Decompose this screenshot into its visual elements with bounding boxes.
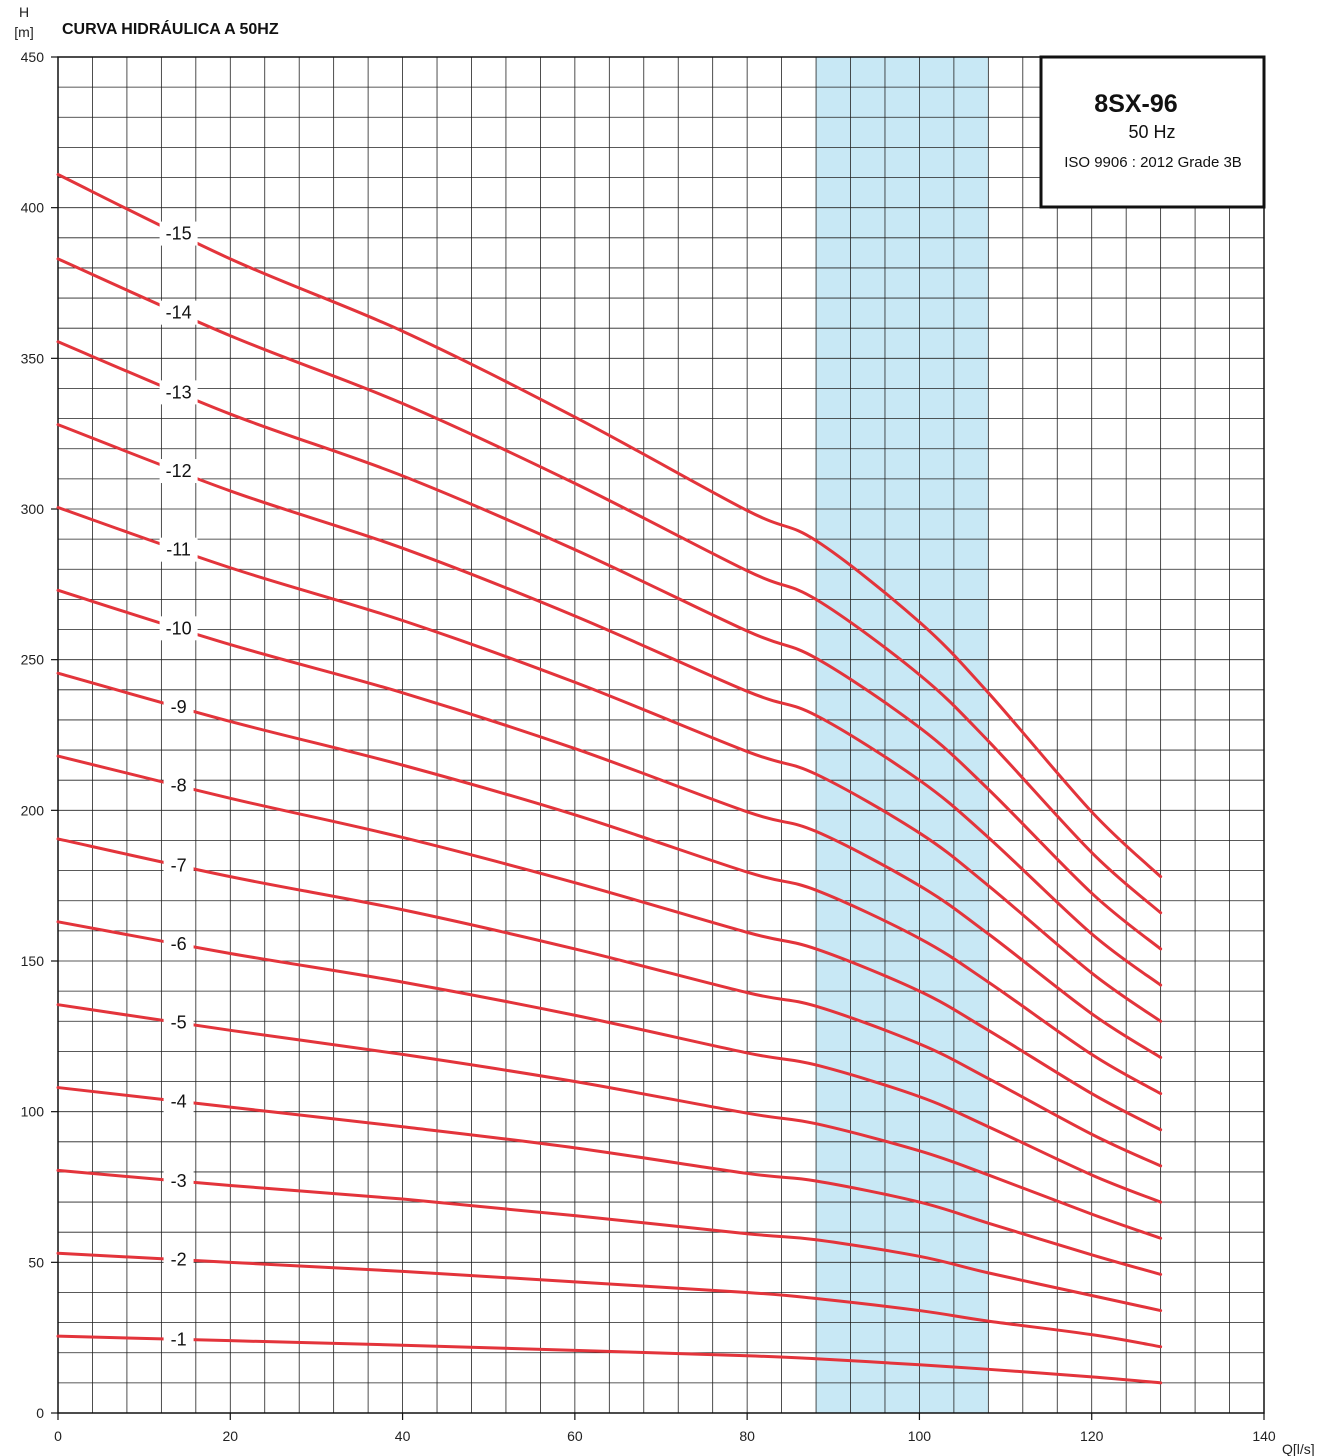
series-line [56, 1251, 1163, 1349]
series-line [56, 754, 1163, 1132]
curve-label-background [163, 1247, 194, 1272]
x-tick-label: 80 [739, 1428, 755, 1444]
series-line [56, 1334, 1163, 1385]
curve-label-background [163, 1010, 194, 1035]
x-tick-label: 120 [1080, 1428, 1104, 1444]
x-tick-label: 20 [222, 1428, 238, 1444]
plot-frame [57, 56, 1265, 1414]
curve-label: -11 [166, 540, 191, 560]
curve-label-background [163, 1168, 194, 1193]
curve-label: -7 [171, 855, 187, 875]
curve-label-background [159, 221, 198, 246]
series-line [56, 588, 1163, 1059]
y-tick-label: 250 [21, 652, 45, 668]
highlight-band [816, 57, 989, 1413]
series-line [56, 920, 1163, 1204]
series-line [56, 423, 1163, 987]
series-line [56, 1168, 1163, 1313]
y-tick-label: 100 [21, 1104, 45, 1120]
curve-label-background [159, 616, 198, 641]
curve-label: -5 [171, 1013, 187, 1033]
chart-title: CURVA HIDRÁULICA A 50HZ [62, 19, 279, 38]
y-tick-label: 400 [21, 200, 45, 216]
axis-ticks: 0 20 40 60 80 100 120 140 0 50 100 150 200 250 300 350 4… [21, 49, 1276, 1444]
series-line [56, 837, 1163, 1168]
series-line [56, 1003, 1163, 1240]
series-lines [56, 173, 1163, 1385]
curve-label-background [163, 773, 194, 798]
x-tick-label: 60 [567, 1428, 583, 1444]
curve-label-background [163, 694, 194, 719]
model-title: 8SX-96 [1094, 90, 1177, 118]
model-frequency: 50 Hz [1128, 122, 1175, 142]
x-tick-label: 0 [54, 1428, 62, 1444]
curve-label: -1 [171, 1329, 187, 1349]
y-unit-top: H [19, 4, 29, 20]
series-line [56, 340, 1163, 951]
x-tick-label: 40 [395, 1428, 411, 1444]
curve-label: -15 [166, 224, 192, 244]
info-box: 8SX-96 50 Hz ISO 9906 : 2012 Grade 3B [1039, 55, 1266, 209]
y-tick-label: 50 [28, 1254, 44, 1270]
curve-label: -6 [171, 934, 187, 954]
y-unit-bottom: [m] [14, 24, 33, 40]
x-tick-label: 140 [1252, 1428, 1276, 1444]
curve-label: -2 [171, 1250, 187, 1270]
y-tick-label: 300 [21, 501, 45, 517]
curve-label: -9 [171, 697, 187, 717]
curve-label-background [159, 459, 198, 484]
curve-label-background [163, 1327, 194, 1352]
curve-label: -10 [166, 618, 192, 638]
curve-labels: -1 -2 -3 -4 -5 -6 -7 -8 -9 -10 -11 -12 -13 -14 -15 [159, 221, 198, 1352]
curve-label: -14 [166, 303, 192, 323]
x-unit: Q[l/s] [1282, 1441, 1315, 1456]
curve-label-background [163, 853, 194, 878]
curve-label: -8 [171, 776, 187, 796]
curve-label: -13 [166, 382, 192, 402]
series-line [56, 173, 1163, 879]
curve-label-background [163, 931, 194, 956]
curve-label-background [159, 380, 198, 405]
x-tick-label: 100 [908, 1428, 932, 1444]
model-standard: ISO 9906 : 2012 Grade 3B [1064, 154, 1242, 171]
curve-label: -4 [171, 1091, 187, 1111]
curve-label-background [159, 300, 198, 325]
y-tick-label: 200 [21, 802, 45, 818]
series-line [56, 1086, 1163, 1276]
curve-label: -3 [171, 1171, 187, 1191]
grid [58, 57, 1264, 1413]
info-box-frame [1039, 55, 1266, 209]
y-tick-label: 450 [21, 49, 45, 65]
series-line [56, 505, 1163, 1023]
curve-label-background [163, 1089, 194, 1114]
y-tick-label: 0 [36, 1405, 44, 1421]
y-tick-label: 150 [21, 953, 45, 969]
curve-label-background [159, 537, 198, 562]
series-line [56, 257, 1163, 915]
y-tick-label: 350 [21, 350, 45, 366]
series-line [56, 671, 1163, 1096]
curve-label: -12 [166, 461, 192, 481]
